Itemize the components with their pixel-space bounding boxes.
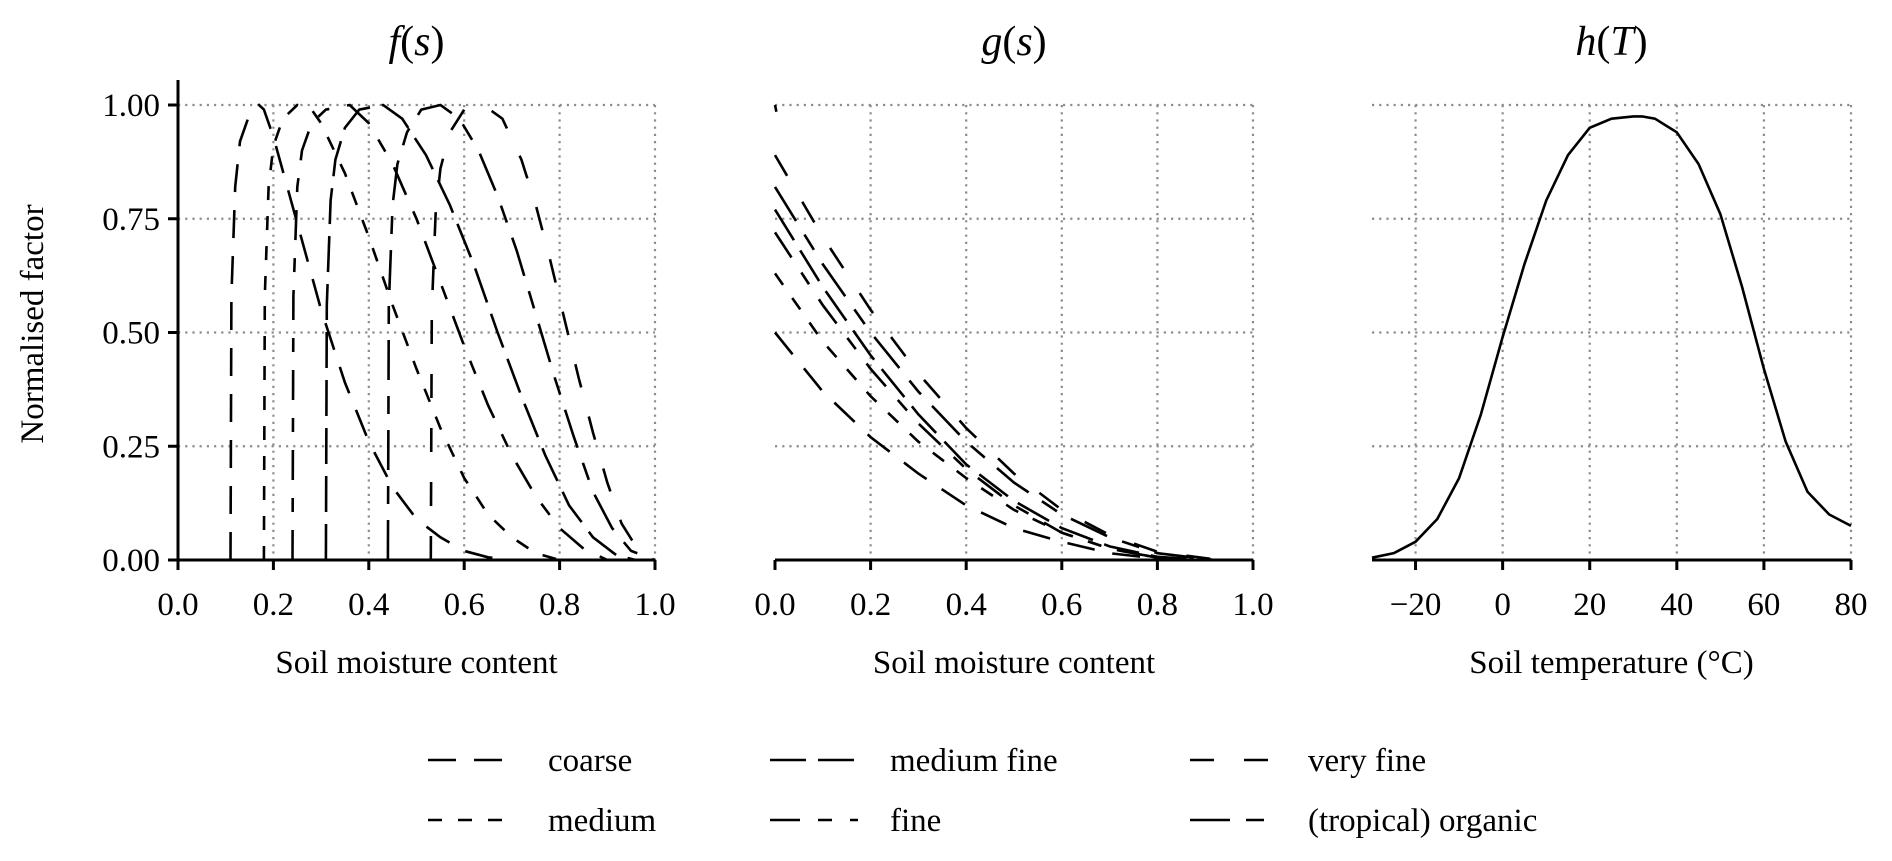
legend-item: coarse [428, 743, 632, 779]
panel-title-function: h [1575, 19, 1596, 65]
legend-item: fine [770, 803, 941, 839]
series-line [773, 331, 1201, 562]
y-tick-label: 0.00 [102, 543, 160, 579]
panel-title-argument: T [1610, 19, 1636, 65]
series-line [386, 103, 656, 562]
panel-title-function: g [981, 19, 1002, 65]
legend-label: (tropical) organic [1308, 803, 1537, 839]
panel-title-paren: ( [400, 19, 414, 65]
series-line [229, 103, 513, 562]
series-line [773, 104, 778, 113]
y-tick-label: 0.50 [102, 316, 160, 352]
series-line [773, 231, 1196, 562]
series-line [773, 186, 1215, 562]
series-line [429, 103, 656, 562]
x-tick-label: 40 [1660, 587, 1693, 623]
y-axis-label: Normalised factor [15, 204, 51, 443]
series-line [1371, 115, 1852, 559]
legend-item: medium [428, 803, 656, 839]
panel-title-paren: ( [1002, 19, 1016, 65]
panel-3: −20 0 20 40 60 80 h(T) Soil temperature (°C) [1371, 19, 1868, 681]
chart-panels: 0.0 0.2 0.4 0.6 0.8 1.00.000.250.500.751.00f(… [102, 19, 1867, 681]
x-tick-label: 80 [1835, 587, 1868, 623]
x-tick-label: 0.4 [946, 587, 987, 623]
panel-title: g(s) [981, 19, 1046, 65]
panel-title-argument: s [414, 19, 430, 65]
x-axis-label: Soil temperature (°C) [1469, 645, 1753, 681]
x-axis-label: Soil moisture content [275, 645, 557, 681]
legend-item: very fine [1190, 743, 1426, 779]
x-tick-label: 0.6 [444, 587, 485, 623]
x-tick-label: 1.0 [634, 587, 675, 623]
legend-item: medium fine [770, 743, 1058, 779]
panel-title-paren: ) [1634, 19, 1648, 65]
legend-label: very fine [1308, 743, 1426, 779]
legend-label: coarse [548, 743, 632, 779]
x-tick-label: 0 [1494, 587, 1511, 623]
x-tick-label: −20 [1390, 587, 1442, 623]
x-tick-label: 0.4 [348, 587, 389, 623]
x-tick-label: 1.0 [1232, 587, 1273, 623]
legend-label: medium [548, 803, 656, 839]
panel-title-argument: s [1016, 19, 1032, 65]
y-tick-label: 0.75 [102, 202, 160, 238]
x-tick-label: 0.0 [157, 587, 198, 623]
panel-title-paren: ( [1596, 19, 1610, 65]
x-tick-label: 0.0 [754, 587, 795, 623]
series-line [773, 154, 1220, 562]
panel-title: f(s) [388, 19, 444, 65]
panel-title-paren: ) [431, 19, 445, 65]
y-tick-label: 1.00 [102, 88, 160, 124]
series-line [773, 272, 1191, 562]
legend: coarse medium fine very fine medium fine (tro… [428, 743, 1537, 839]
x-tick-label: 0.2 [253, 587, 294, 623]
x-tick-label: 0.6 [1041, 587, 1082, 623]
x-axis-label: Soil moisture content [873, 645, 1155, 681]
x-tick-label: 20 [1573, 587, 1606, 623]
x-tick-label: 60 [1747, 587, 1780, 623]
x-tick-label: 0.8 [1137, 587, 1178, 623]
legend-label: medium fine [890, 743, 1058, 779]
panel-title: h(T) [1575, 19, 1647, 65]
series-line [291, 103, 608, 562]
x-tick-label: 0.8 [539, 587, 580, 623]
y-tick-label: 0.25 [102, 429, 160, 465]
panel-1: 0.0 0.2 0.4 0.6 0.8 1.0 0.00 0.25 0.50 0.75 1.00 f(… [102, 19, 675, 681]
panel-title-paren: ) [1033, 19, 1047, 65]
legend-item: (tropical) organic [1190, 803, 1537, 839]
x-tick-label: 0.2 [850, 587, 891, 623]
legend-label: fine [890, 803, 941, 839]
panel-2: 0.0 0.2 0.4 0.6 0.8 1.0 g(s) Soil moisture cont… [754, 19, 1273, 681]
series-line [773, 208, 1206, 562]
